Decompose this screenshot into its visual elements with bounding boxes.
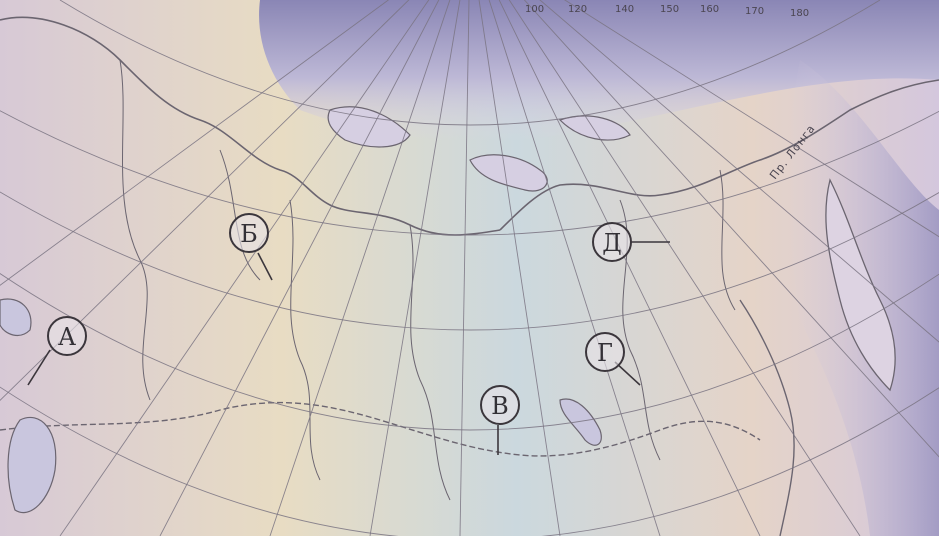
deg-label-150: 150 <box>660 4 679 15</box>
marker-b-label: Б <box>240 220 258 248</box>
deg-label-140: 140 <box>615 4 634 15</box>
rivers <box>119 59 736 501</box>
marker-v-label: В <box>491 392 509 420</box>
marker-a-label: А <box>58 323 76 351</box>
marker-b[interactable]: Б <box>229 213 273 281</box>
marker-b-leader <box>257 252 273 281</box>
marker-g-circle <box>585 332 625 372</box>
river-kolyma <box>719 169 736 311</box>
marker-v-circle <box>480 385 520 425</box>
north-coast-line-east <box>499 79 939 231</box>
arctic-ocean <box>259 0 939 142</box>
taimyr-peninsula <box>469 154 548 192</box>
river-ob <box>289 199 321 481</box>
north-coast-line <box>0 16 501 236</box>
marker-d[interactable]: Д <box>592 222 670 262</box>
marker-a-leader <box>27 349 51 386</box>
river-volga <box>119 59 151 401</box>
lake-baikal <box>559 398 602 446</box>
east-coast-line <box>739 299 795 536</box>
marker-g-label: Г <box>597 339 613 367</box>
marker-d-circle <box>592 222 632 262</box>
marker-g[interactable]: Г <box>585 332 641 386</box>
marker-d-label: Д <box>602 229 622 257</box>
marker-a-circle <box>47 316 87 356</box>
deg-label-170: 170 <box>745 6 764 17</box>
caspian-sea <box>7 416 57 514</box>
marker-v[interactable]: В <box>480 385 520 455</box>
deg-label-100: 100 <box>525 4 544 15</box>
southern-border <box>0 401 761 457</box>
black-sea <box>0 298 32 337</box>
marker-b-circle <box>229 213 269 253</box>
deg-label-120: 120 <box>568 4 587 15</box>
deg-label-180: 180 <box>790 8 809 19</box>
marker-a[interactable]: А <box>27 316 87 386</box>
meridian-labels: 100 120 140 150 160 170 180 <box>525 4 809 19</box>
river-yenisei <box>409 224 451 501</box>
deg-label-160: 160 <box>700 4 719 15</box>
arctic-island <box>558 115 631 141</box>
kamchatka-peninsula <box>825 178 896 392</box>
